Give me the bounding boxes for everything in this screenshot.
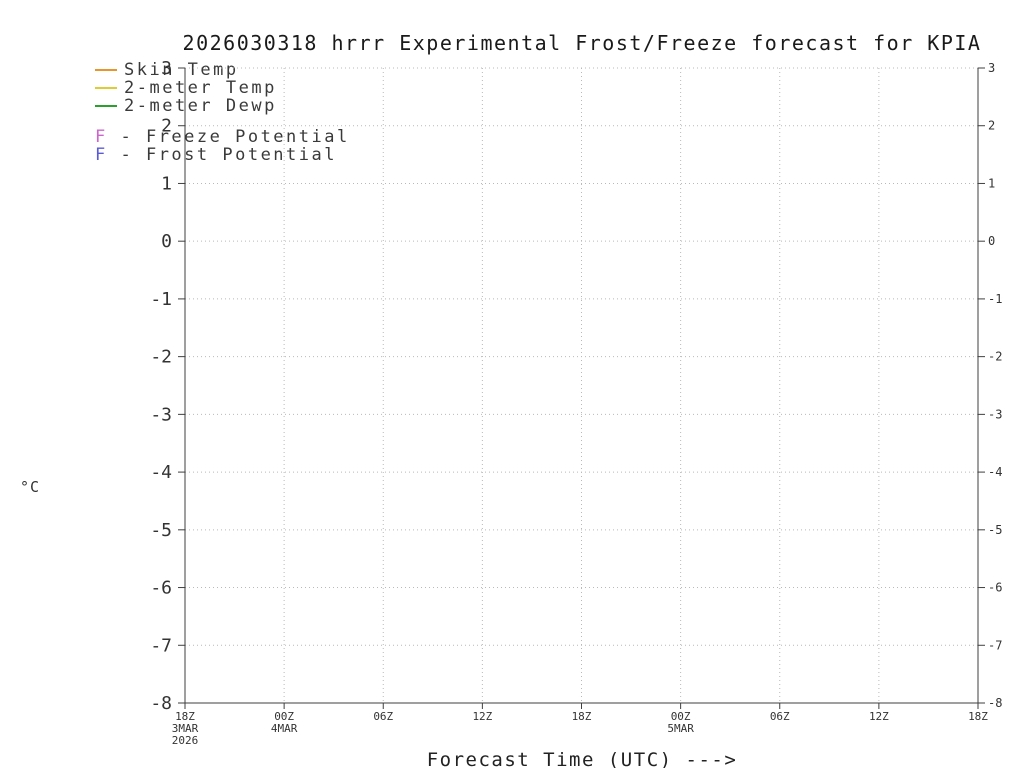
legend-item-freeze-potential: F - Freeze Potential: [95, 127, 350, 147]
y-tick-label-right: 2: [988, 119, 995, 133]
legend-item-2-meter-dewp: 2-meter Dewp: [95, 96, 277, 116]
x-tick-label: 18Z: [968, 710, 988, 723]
y-tick-label-right: -4: [988, 465, 1002, 479]
x-axis-label: Forecast Time (UTC) --->: [426, 749, 738, 768]
legend-line-swatch: [95, 69, 117, 71]
y-tick-label-left: -1: [150, 289, 172, 310]
y-tick-label-left: -4: [150, 462, 172, 483]
x-date-label: 4MAR: [271, 722, 298, 735]
x-tick-label: 06Z: [373, 710, 393, 723]
y-tick-label-right: -1: [988, 292, 1002, 306]
y-tick-label-right: -2: [988, 350, 1002, 364]
x-tick-label: 18Z: [175, 710, 195, 723]
x-tick-label: 18Z: [572, 710, 592, 723]
y-tick-label-right: 3: [988, 61, 995, 75]
x-date-label: 5MAR: [667, 722, 694, 735]
y-tick-label-right: 1: [988, 176, 995, 190]
y-tick-label-left: -6: [150, 578, 172, 599]
x-tick-label: 00Z: [671, 710, 691, 723]
y-tick-label-right: -7: [988, 638, 1002, 652]
legend-item-frost-potential: F - Frost Potential: [95, 145, 337, 165]
y-tick-label-left: -5: [150, 520, 172, 541]
legend-item-label: - Freeze Potential: [107, 127, 350, 147]
x-date-label: 3MAR: [172, 722, 199, 735]
legend-line-swatch: [95, 105, 117, 107]
y-tick-label-right: -5: [988, 523, 1002, 537]
legend-item-2-meter-temp: 2-meter Temp: [95, 78, 277, 98]
legend-item-label: - Frost Potential: [107, 145, 337, 165]
y-tick-label-left: -7: [150, 635, 172, 656]
legend-symbol: F: [95, 145, 108, 165]
y-axis-unit-label: °C: [20, 478, 41, 496]
y-tick-label-left: -2: [150, 347, 172, 368]
y-tick-label-left: 0: [161, 231, 172, 252]
legend-item-skin-temp: Skin Temp: [95, 60, 239, 80]
y-tick-label-left: -3: [150, 404, 172, 425]
legend-symbol: F: [95, 127, 108, 147]
chart-title: 2026030318 hrrr Experimental Frost/Freez…: [182, 31, 982, 55]
y-tick-label-right: 0: [988, 234, 995, 248]
y-tick-label-right: -6: [988, 581, 1002, 595]
legend-item-label: Skin Temp: [124, 60, 239, 80]
y-tick-label-left: 3: [161, 58, 172, 79]
x-tick-label: 00Z: [274, 710, 294, 723]
y-tick-label-left: 1: [161, 173, 172, 194]
x-tick-label: 12Z: [472, 710, 492, 723]
y-tick-label-right: -8: [988, 696, 1002, 710]
x-date-label: 2026: [172, 734, 199, 747]
x-tick-label: 06Z: [770, 710, 790, 723]
y-tick-label-right: -3: [988, 407, 1002, 421]
legend-line-swatch: [95, 87, 117, 89]
legend: Skin Temp 2-meter Temp 2-meter Dewp F - Fre…: [95, 60, 395, 172]
legend-item-label: 2-meter Temp: [124, 78, 277, 98]
legend-item-label: 2-meter Dewp: [124, 96, 277, 116]
x-tick-label: 12Z: [869, 710, 889, 723]
y-tick-label-left: 2: [161, 116, 172, 137]
y-tick-label-left: -8: [150, 693, 172, 714]
